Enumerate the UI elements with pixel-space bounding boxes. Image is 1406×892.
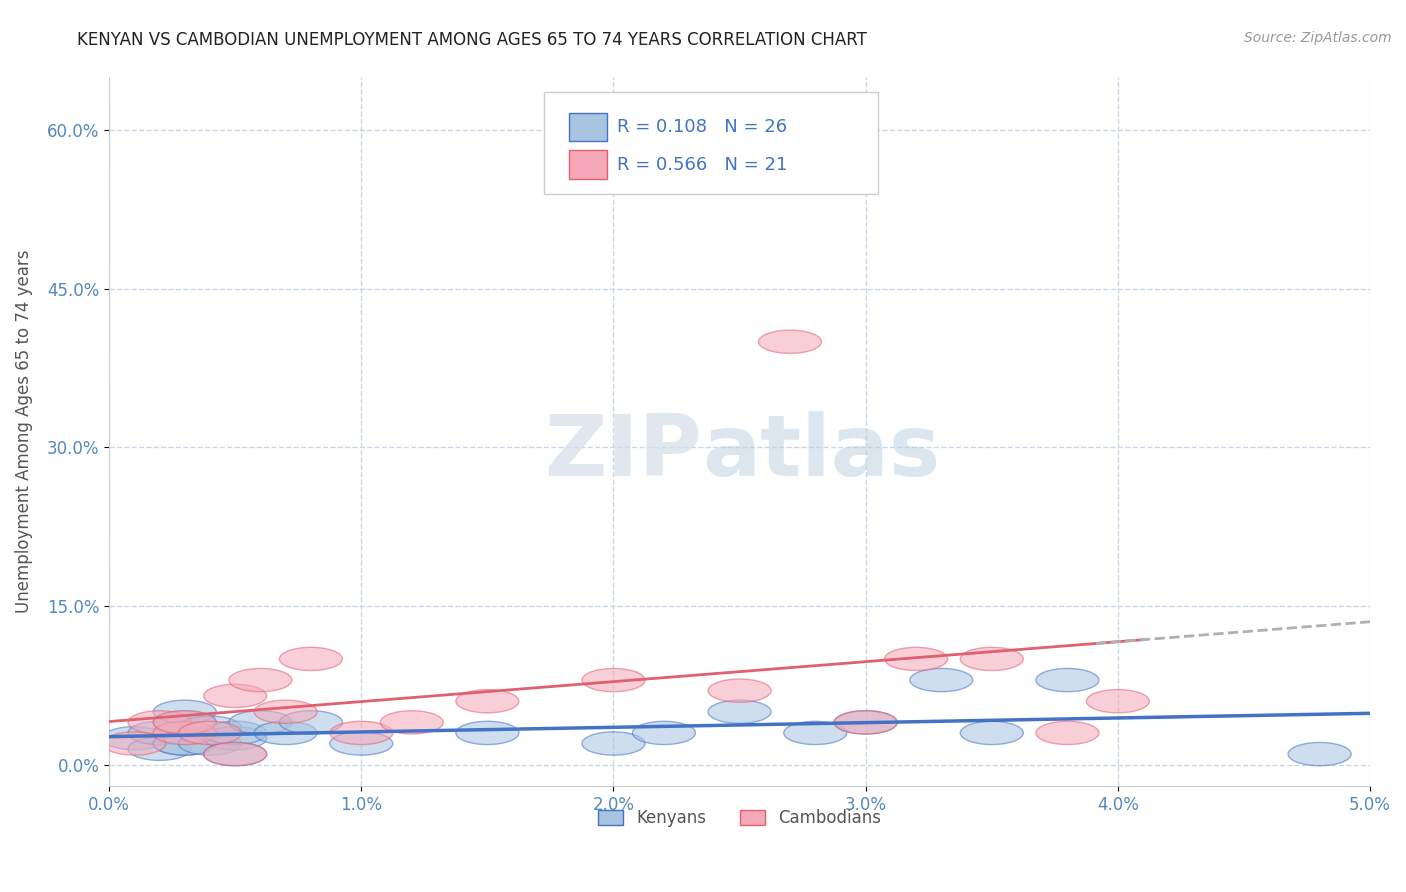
Ellipse shape [179, 731, 242, 756]
Ellipse shape [633, 722, 696, 745]
Ellipse shape [709, 679, 770, 702]
Text: ZIP: ZIP [544, 411, 702, 494]
Ellipse shape [709, 700, 770, 723]
Ellipse shape [960, 722, 1024, 745]
FancyBboxPatch shape [544, 92, 879, 194]
Ellipse shape [153, 700, 217, 723]
Ellipse shape [153, 731, 217, 756]
Ellipse shape [229, 711, 292, 734]
Text: KENYAN VS CAMBODIAN UNEMPLOYMENT AMONG AGES 65 TO 74 YEARS CORRELATION CHART: KENYAN VS CAMBODIAN UNEMPLOYMENT AMONG A… [77, 31, 868, 49]
Ellipse shape [204, 727, 267, 750]
Ellipse shape [103, 731, 166, 756]
Ellipse shape [884, 648, 948, 671]
Ellipse shape [910, 668, 973, 691]
Ellipse shape [582, 731, 645, 756]
Ellipse shape [153, 711, 217, 734]
Text: atlas: atlas [702, 411, 941, 494]
Text: R = 0.108   N = 26: R = 0.108 N = 26 [617, 118, 787, 136]
Ellipse shape [179, 722, 242, 745]
Ellipse shape [280, 711, 343, 734]
Ellipse shape [254, 722, 318, 745]
Ellipse shape [330, 731, 392, 756]
Ellipse shape [330, 722, 392, 745]
Ellipse shape [128, 722, 191, 745]
Ellipse shape [128, 711, 191, 734]
Ellipse shape [960, 648, 1024, 671]
Ellipse shape [103, 727, 166, 750]
Ellipse shape [380, 711, 443, 734]
Ellipse shape [1087, 690, 1149, 713]
Ellipse shape [204, 742, 267, 765]
Ellipse shape [834, 711, 897, 734]
Ellipse shape [153, 711, 217, 734]
Ellipse shape [1288, 742, 1351, 765]
Y-axis label: Unemployment Among Ages 65 to 74 years: Unemployment Among Ages 65 to 74 years [15, 250, 32, 614]
Ellipse shape [582, 668, 645, 691]
Text: Source: ZipAtlas.com: Source: ZipAtlas.com [1244, 31, 1392, 45]
FancyBboxPatch shape [569, 151, 607, 178]
Ellipse shape [783, 722, 846, 745]
Ellipse shape [204, 742, 267, 765]
Ellipse shape [456, 722, 519, 745]
Text: R = 0.566   N = 21: R = 0.566 N = 21 [617, 155, 787, 174]
Ellipse shape [1036, 722, 1099, 745]
Ellipse shape [153, 722, 217, 745]
Ellipse shape [204, 684, 267, 707]
Ellipse shape [254, 700, 318, 723]
Ellipse shape [179, 716, 242, 739]
Ellipse shape [204, 722, 267, 745]
FancyBboxPatch shape [569, 113, 607, 141]
Legend: Kenyans, Cambodians: Kenyans, Cambodians [592, 803, 887, 834]
Ellipse shape [280, 648, 343, 671]
Ellipse shape [153, 731, 217, 756]
Ellipse shape [229, 668, 292, 691]
Ellipse shape [456, 690, 519, 713]
Ellipse shape [128, 737, 191, 760]
Ellipse shape [834, 711, 897, 734]
Ellipse shape [758, 330, 821, 353]
Ellipse shape [1036, 668, 1099, 691]
